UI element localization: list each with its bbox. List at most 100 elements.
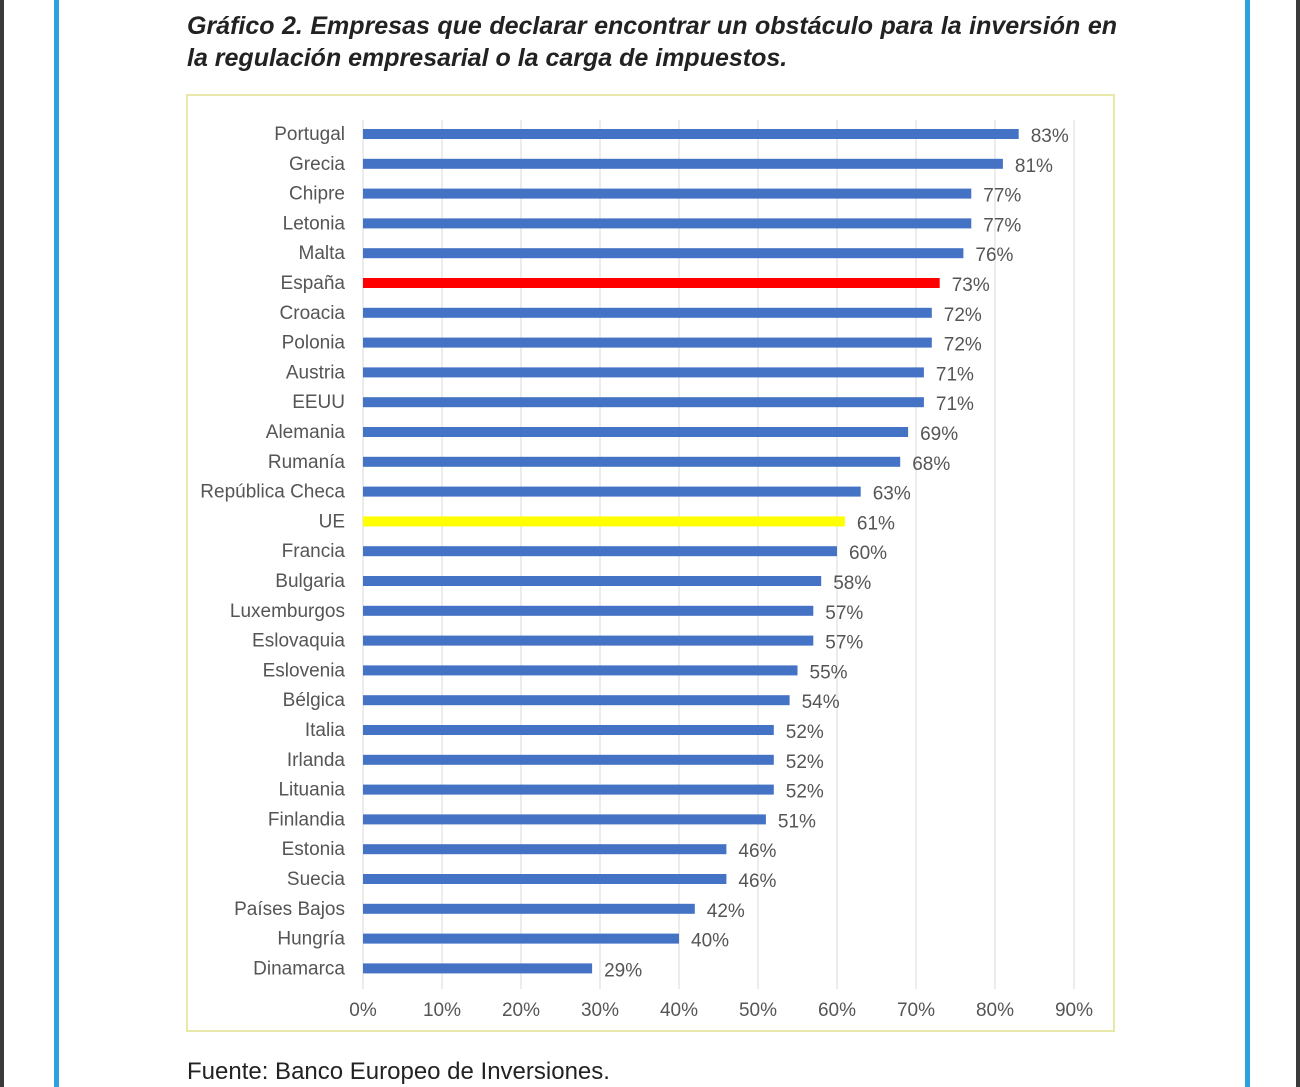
x-tick-label-0: 0% — [349, 1000, 377, 1021]
category-label-7: Polonia — [282, 333, 346, 354]
x-tick-label-2: 20% — [502, 1000, 540, 1021]
page-frame-right — [1245, 0, 1250, 1087]
value-label-21: 52% — [786, 752, 824, 773]
category-label-11: Rumanía — [268, 452, 346, 473]
x-tick-label-9: 90% — [1055, 1000, 1093, 1021]
x-tick-label-3: 30% — [581, 1000, 619, 1021]
value-label-26: 42% — [707, 901, 745, 922]
value-label-8: 71% — [936, 364, 974, 385]
value-label-13: 61% — [857, 513, 895, 534]
value-label-5: 73% — [952, 275, 990, 296]
bar-1 — [363, 158, 1003, 169]
bar-17 — [363, 635, 814, 646]
bar-21 — [363, 754, 774, 765]
category-label-13: UE — [319, 511, 345, 532]
bar-26 — [363, 903, 695, 914]
bar-6 — [363, 307, 932, 318]
bar-16 — [363, 605, 814, 616]
x-tick-label-6: 60% — [818, 1000, 856, 1021]
category-label-23: Finlandia — [268, 809, 346, 830]
left-screen-edge — [0, 0, 4, 1087]
value-label-6: 72% — [944, 305, 982, 326]
source-note: Fuente: Banco Europeo de Inversiones. — [187, 1058, 610, 1085]
category-label-4: Malta — [299, 243, 346, 264]
x-tick-label-1: 10% — [423, 1000, 461, 1021]
bar-15 — [363, 576, 822, 586]
value-label-0: 83% — [1031, 126, 1069, 147]
bar-19 — [363, 695, 790, 706]
category-label-22: Lituania — [278, 780, 345, 801]
bar-9 — [363, 397, 924, 408]
value-label-4: 76% — [975, 245, 1013, 266]
category-label-25: Suecia — [287, 869, 346, 890]
value-label-14: 60% — [849, 543, 887, 564]
category-label-27: Hungría — [277, 929, 345, 950]
bar-13 — [363, 516, 845, 527]
value-label-15: 58% — [833, 573, 871, 594]
category-label-8: Austria — [286, 362, 346, 383]
category-label-10: Alemania — [266, 422, 346, 443]
chart-title: Gráfico 2. Empresas que declarar encontr… — [187, 12, 1117, 72]
category-label-14: Francia — [282, 541, 346, 562]
bar-20 — [363, 725, 774, 735]
bar-2 — [363, 188, 972, 199]
x-tick-label-8: 80% — [976, 1000, 1014, 1021]
value-label-3: 77% — [983, 215, 1021, 236]
bar-14 — [363, 546, 837, 557]
value-label-23: 51% — [778, 811, 816, 832]
chart-container: Portugal 83% Grecia 81% Chipre 77% Letonia 77% M… — [186, 94, 1115, 1032]
value-label-11: 68% — [912, 454, 950, 475]
bar-23 — [363, 814, 766, 825]
value-label-1: 81% — [1015, 156, 1053, 177]
page-frame-left — [54, 0, 59, 1087]
category-label-9: EEUU — [292, 392, 345, 413]
bar-7 — [363, 337, 932, 348]
x-tick-label-7: 70% — [897, 1000, 935, 1021]
category-label-12: República Checa — [200, 482, 345, 503]
bar-28 — [363, 963, 593, 974]
value-label-25: 46% — [738, 871, 776, 892]
value-label-9: 71% — [936, 394, 974, 415]
category-label-3: Letonia — [283, 213, 346, 234]
x-tick-label-4: 40% — [660, 1000, 698, 1021]
category-label-6: Croacia — [280, 303, 346, 324]
category-label-24: Estonia — [282, 839, 346, 860]
value-label-22: 52% — [786, 782, 824, 803]
value-label-19: 54% — [802, 692, 840, 713]
bar-22 — [363, 784, 774, 795]
bar-27 — [363, 933, 679, 944]
category-label-16: Luxemburgos — [230, 601, 345, 622]
bar-3 — [363, 218, 972, 229]
value-label-17: 57% — [825, 633, 863, 654]
value-label-10: 69% — [920, 424, 958, 445]
right-screen-edge — [1296, 0, 1300, 1087]
category-label-0: Portugal — [274, 124, 345, 145]
value-label-16: 57% — [825, 603, 863, 624]
category-label-26: Países Bajos — [234, 899, 345, 920]
bar-chart: Portugal 83% Grecia 81% Chipre 77% Letonia 77% M… — [200, 120, 1093, 1021]
category-label-21: Irlanda — [287, 750, 346, 771]
value-label-12: 63% — [873, 484, 911, 505]
value-label-27: 40% — [691, 931, 729, 952]
value-label-18: 55% — [810, 662, 848, 683]
bar-0 — [363, 129, 1019, 139]
bar-25 — [363, 874, 727, 884]
bar-10 — [363, 427, 909, 437]
category-label-20: Italia — [305, 720, 346, 741]
value-label-7: 72% — [944, 335, 982, 356]
bar-12 — [363, 486, 861, 497]
category-label-17: Eslovaquia — [252, 631, 345, 652]
category-label-18: Eslovenia — [263, 660, 346, 681]
category-label-1: Grecia — [289, 154, 345, 175]
bar-11 — [363, 456, 901, 467]
category-label-28: Dinamarca — [253, 958, 345, 979]
bar-18 — [363, 665, 798, 676]
value-label-24: 46% — [738, 841, 776, 862]
category-label-15: Bulgaria — [275, 571, 345, 592]
value-label-20: 52% — [786, 722, 824, 743]
bar-5 — [363, 278, 940, 288]
x-tick-label-5: 50% — [739, 1000, 777, 1021]
category-label-2: Chipre — [289, 184, 345, 205]
bar-8 — [363, 367, 924, 378]
value-label-2: 77% — [983, 186, 1021, 207]
